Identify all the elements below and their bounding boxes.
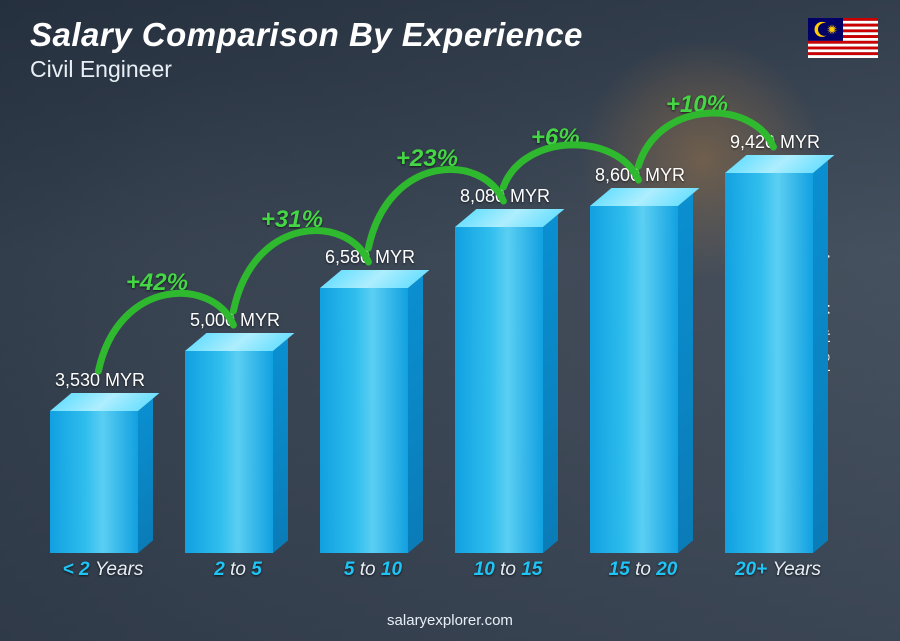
malaysia-flag-icon [808,18,878,58]
page-title: Salary Comparison By Experience [30,16,870,54]
bar-value-label: 8,080 MYR [435,186,575,207]
bar-category-label: 2 to 5 [173,559,303,581]
bar-front [725,173,813,553]
bar-front [185,351,273,553]
bar-front [455,227,543,553]
bar-category-label: < 2 Years [38,559,168,581]
bar-side [543,214,558,553]
bar-side [273,338,288,553]
page-subtitle: Civil Engineer [30,56,870,83]
bar-category-label: 5 to 10 [308,559,438,581]
bar-front [50,411,138,553]
bar-category-label: 20+ Years [713,559,843,581]
bar-value-label: 6,580 MYR [300,247,440,268]
bar-value-label: 3,530 MYR [30,370,170,391]
bar-side [678,193,693,553]
footer-attribution: salaryexplorer.com [0,612,900,629]
delta-label: +23% [396,145,458,173]
bar-side [408,275,423,553]
salary-bar-chart: 3,530 MYR< 2 Years5,000 MYR2 to 56,580 M… [40,81,850,581]
bar-side [813,160,828,553]
delta-label: +42% [126,269,188,297]
bar-category-label: 15 to 20 [578,559,708,581]
bar-category-label: 10 to 15 [443,559,573,581]
delta-label: +31% [261,206,323,234]
bar-front [590,206,678,553]
bar-value-label: 5,000 MYR [165,310,305,331]
delta-label: +10% [666,91,728,119]
header: Salary Comparison By Experience Civil En… [30,16,870,83]
bar-side [138,398,153,553]
bar-value-label: 8,600 MYR [570,165,710,186]
bar-front [320,288,408,553]
bar-value-label: 9,420 MYR [705,132,845,153]
delta-label: +6% [531,124,580,152]
